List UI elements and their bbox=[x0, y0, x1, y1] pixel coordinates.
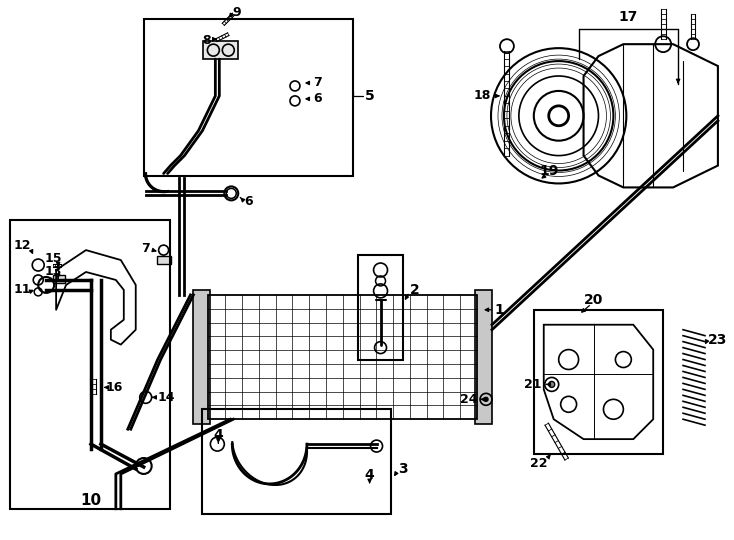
Text: 7: 7 bbox=[313, 77, 322, 90]
Text: 22: 22 bbox=[530, 457, 548, 470]
Text: 23: 23 bbox=[708, 333, 727, 347]
Text: 8: 8 bbox=[202, 33, 211, 46]
Bar bbox=[208, 295, 477, 419]
Bar bbox=[203, 409, 391, 514]
Text: 20: 20 bbox=[584, 293, 603, 307]
Text: 12: 12 bbox=[13, 239, 31, 252]
Text: 5: 5 bbox=[365, 89, 374, 103]
Bar bbox=[53, 275, 65, 283]
Text: 6: 6 bbox=[244, 195, 252, 208]
Text: 13: 13 bbox=[45, 266, 62, 279]
Bar bbox=[156, 256, 170, 264]
Text: 19: 19 bbox=[539, 164, 559, 178]
Text: 2: 2 bbox=[410, 283, 419, 297]
Text: 24: 24 bbox=[459, 393, 477, 406]
Text: 4: 4 bbox=[365, 468, 374, 482]
Bar bbox=[475, 290, 492, 424]
Bar bbox=[10, 220, 170, 509]
Bar bbox=[357, 255, 404, 360]
Circle shape bbox=[484, 397, 488, 401]
Bar bbox=[203, 41, 239, 59]
Text: 6: 6 bbox=[313, 92, 322, 105]
Text: 17: 17 bbox=[619, 10, 638, 24]
Text: 9: 9 bbox=[232, 6, 241, 19]
Bar bbox=[194, 290, 211, 424]
Text: 4: 4 bbox=[214, 428, 223, 442]
Text: 14: 14 bbox=[158, 391, 175, 404]
Bar bbox=[144, 19, 352, 177]
Text: 18: 18 bbox=[473, 90, 491, 103]
Text: 21: 21 bbox=[524, 378, 542, 391]
Text: 15: 15 bbox=[44, 252, 62, 265]
Circle shape bbox=[549, 381, 555, 387]
Text: 16: 16 bbox=[105, 381, 123, 394]
Text: 7: 7 bbox=[142, 241, 150, 255]
Text: 11: 11 bbox=[13, 284, 31, 296]
Text: 1: 1 bbox=[494, 303, 504, 317]
Text: 10: 10 bbox=[81, 494, 101, 508]
Bar bbox=[534, 310, 664, 454]
Text: 3: 3 bbox=[398, 462, 407, 476]
